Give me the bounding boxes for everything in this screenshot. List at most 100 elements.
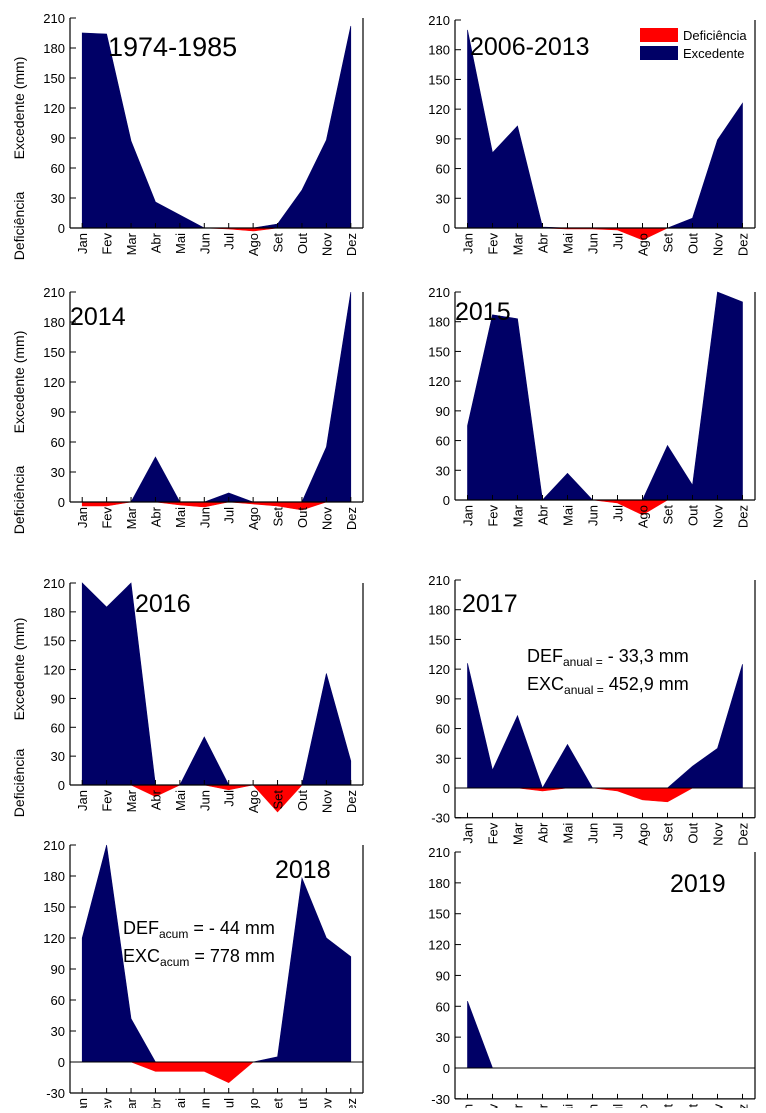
deficiencia-area <box>81 501 351 511</box>
x-tick-label: Jun <box>197 507 212 528</box>
x-tick-label: Nov <box>319 233 334 257</box>
x-tick-label: Dez <box>736 823 751 846</box>
x-tick-label: Ago <box>636 823 651 846</box>
x-tick-label: Ago <box>636 1104 651 1108</box>
x-tick-label: Mai <box>173 507 188 528</box>
x-tick-label: Dez <box>344 233 359 256</box>
x-tick-label: Mai <box>173 233 188 254</box>
y-tick-label: 150 <box>428 907 450 922</box>
y-tick-label: 210 <box>428 285 450 300</box>
deficiencia-area <box>82 784 351 813</box>
y-tick-label: 210 <box>43 285 65 300</box>
x-tick-label: Out <box>295 790 310 811</box>
excedente-area <box>467 1001 493 1069</box>
x-tick-label: Set <box>661 233 676 253</box>
ylabel-excedente: Excedente (mm) <box>11 331 27 434</box>
x-tick-label: Mar <box>511 504 526 527</box>
x-tick-label: Jan <box>461 505 476 526</box>
y-tick-label: 210 <box>428 573 450 588</box>
x-tick-label: Dez <box>344 1098 359 1108</box>
x-tick-label: Mai <box>561 823 576 844</box>
y-tick-label: 0 <box>443 221 450 236</box>
x-tick-label: Jun <box>586 505 601 526</box>
y-tick-label: 60 <box>51 720 65 735</box>
x-tick-label: Set <box>661 505 676 525</box>
y-tick-label: 150 <box>43 345 65 360</box>
x-tick-label: Jul <box>222 1098 237 1108</box>
y-tick-label: 210 <box>43 838 65 853</box>
x-tick-label: Set <box>271 1098 286 1108</box>
panel-3: 0 30 60 90 120 150 180 210 Jan Fev Mar Abr Mai Jun Jul… <box>11 285 364 535</box>
panel-title: 1974-1985 <box>108 32 237 62</box>
x-tick-label: Fev <box>486 233 501 255</box>
y-tick-label: 180 <box>428 603 450 618</box>
x-tick-label: Mar <box>124 232 139 255</box>
x-tick-label: Mar <box>124 1097 139 1108</box>
x-tick-label: Jan <box>461 823 476 844</box>
x-tick-label: Jul <box>222 507 237 524</box>
x-tick-label: Out <box>686 505 701 526</box>
ylabel-deficiencia: Deficiência <box>11 749 27 818</box>
x-tick-label: Dez <box>736 233 751 256</box>
y-tick-label: 120 <box>428 102 450 117</box>
y-tick-label: 0 <box>58 221 65 236</box>
x-tick-label: Out <box>295 507 310 528</box>
y-tick-label: 0 <box>58 495 65 510</box>
x-tick-label: Set <box>271 233 286 253</box>
y-tick-label: 180 <box>428 315 450 330</box>
x-tick-label: Out <box>686 1103 701 1108</box>
x-tick-label: Nov <box>319 790 334 814</box>
x-tick-label: Ago <box>636 233 651 256</box>
y-tick-label: 90 <box>51 131 65 146</box>
y-tick-label: 30 <box>51 465 65 480</box>
x-tick-label: Dez <box>736 1104 751 1108</box>
x-tick-label: Mai <box>561 233 576 254</box>
panel-title: 2014 <box>70 303 126 331</box>
x-tick-label: Abr <box>536 1103 551 1108</box>
y-tick-label: 0 <box>443 781 450 796</box>
y-tick-label: 30 <box>51 749 65 764</box>
x-tick-label: Set <box>271 790 286 810</box>
ylabel-deficiencia: Deficiência <box>11 466 27 535</box>
y-tick-label: 30 <box>436 1030 450 1045</box>
panel-title: 2019 <box>670 870 726 898</box>
panel-7: -30 0 30 60 90 120 150 180 210 Jan Fev Mar Abr Mai Jun… <box>43 838 364 1113</box>
x-tick-label: Fev <box>486 1103 501 1108</box>
x-tick-label: Mai <box>561 1104 576 1108</box>
x-tick-label: Mar <box>124 506 139 529</box>
deficiencia-area <box>467 499 743 516</box>
ylabel-deficiencia: Deficiência <box>11 192 27 261</box>
x-tick-label: Mar <box>511 1103 526 1108</box>
excedente-area <box>82 291 352 503</box>
y-tick-label: 120 <box>43 101 65 116</box>
ylabel-excedente: Excedente (mm) <box>11 57 27 160</box>
y-tick-label: 180 <box>43 605 65 620</box>
y-tick-label: 180 <box>43 315 65 330</box>
y-tick-label: 60 <box>436 722 450 737</box>
x-tick-label: Out <box>686 822 701 843</box>
x-tick-label: Ago <box>246 790 261 813</box>
y-tick-label: 60 <box>436 434 450 449</box>
y-tick-label: 30 <box>436 751 450 766</box>
x-tick-label: Ago <box>636 505 651 528</box>
x-tick-label: Set <box>661 822 676 842</box>
x-tick-label: Dez <box>736 505 751 528</box>
x-tick-label: Fev <box>486 505 501 527</box>
x-tick-label: Jan <box>461 233 476 254</box>
legend-swatch-excedente <box>640 46 678 60</box>
x-tick-label: Abr <box>536 232 551 253</box>
x-tick-label: Jun <box>586 823 601 844</box>
x-tick-label: Jul <box>611 823 626 840</box>
y-tick-label: 120 <box>43 375 65 390</box>
x-tick-label: Jan <box>461 1104 476 1108</box>
y-tick-label: 30 <box>436 191 450 206</box>
panel-1: 0 30 60 90 120 150 180 210 Jan Fev Mar Abr Mai Jun Jul… <box>11 11 364 261</box>
x-tick-label: Jul <box>611 233 626 250</box>
legend: Deficiência Excedente <box>640 28 747 61</box>
y-tick-label: 90 <box>436 692 450 707</box>
y-tick-label: 120 <box>428 938 450 953</box>
x-tick-label: Jan <box>75 233 90 254</box>
x-tick-label: Abr <box>536 504 551 525</box>
x-tick-label: Jul <box>222 233 237 250</box>
x-tick-label: Fev <box>100 1098 115 1108</box>
